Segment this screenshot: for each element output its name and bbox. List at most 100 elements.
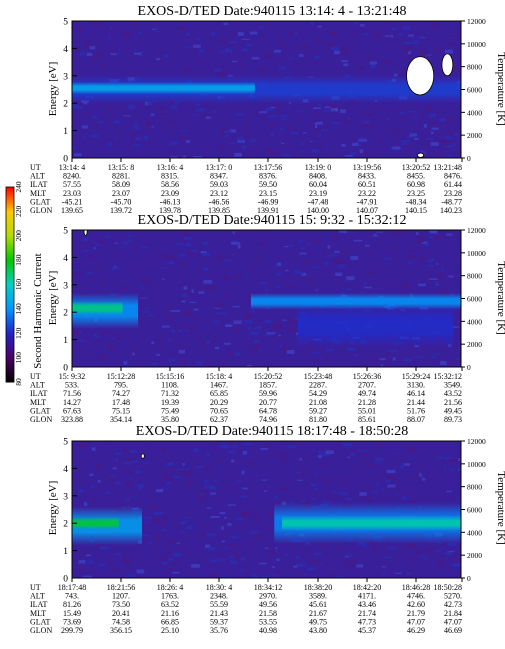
- table-cell: 59.37: [210, 617, 228, 626]
- table-row-label: GLAT: [30, 197, 51, 206]
- table-row-label: GLON: [30, 206, 52, 215]
- panel-1-band-2: [72, 81, 255, 95]
- y2-tick-label: 0: [467, 154, 471, 163]
- table-cell: 20.77: [259, 398, 277, 407]
- table-cell: 21.56: [444, 398, 462, 407]
- table-cell: 47.07: [407, 617, 425, 626]
- table-cell: 2348.: [210, 592, 228, 601]
- table-row-label: ALT: [30, 592, 45, 601]
- table-cell: 74.58: [112, 617, 130, 626]
- colorbar-tick-label: 80: [14, 378, 23, 386]
- table-cell: 21.84: [444, 609, 462, 618]
- table-cell: 45.61: [309, 600, 327, 609]
- panel-2-y-axis-label: Energy [eV]: [47, 271, 59, 325]
- table-cell: 18:26: 4: [157, 583, 183, 592]
- table-row-label: UT: [30, 583, 41, 592]
- table-cell: 8455.: [407, 172, 425, 181]
- table-row-label: ILAT: [30, 600, 47, 609]
- table-cell: 139.72: [110, 206, 132, 215]
- table-cell: -46.56: [209, 197, 230, 206]
- table-cell: 59.27: [309, 406, 327, 415]
- table-cell: 15.49: [63, 609, 81, 618]
- y2-tick-label: 6000: [467, 506, 482, 515]
- table-cell: 15: 9:32: [59, 372, 85, 381]
- table-row-label: UT: [30, 163, 41, 172]
- table-cell: 75.15: [112, 406, 130, 415]
- table-cell: 63.52: [161, 600, 179, 609]
- table-cell: 20.29: [210, 398, 228, 407]
- colorbar-segment: [6, 235, 14, 261]
- table-cell: 3589.: [309, 592, 327, 601]
- table-cell: 15:12:28: [107, 372, 135, 381]
- y-tick-label: 5: [63, 438, 68, 448]
- table-cell: 71.56: [63, 389, 81, 398]
- table-cell: 75.49: [161, 406, 179, 415]
- table-cell: 15:32:12: [434, 372, 462, 381]
- table-cell: 4171.: [358, 592, 376, 601]
- y-tick-label: 3: [63, 492, 68, 502]
- table-row-label: MLT: [30, 189, 46, 198]
- colorbar-scale: [5, 186, 15, 383]
- table-cell: 65.85: [210, 389, 228, 398]
- table-cell: 8240.: [63, 172, 81, 181]
- table-cell: 59.96: [259, 389, 277, 398]
- panel-1-y-axis-label: Energy [eV]: [47, 62, 59, 116]
- table-cell: 46.29: [407, 626, 425, 635]
- table-cell: 18:21:56: [107, 583, 135, 592]
- table-cell: -45.21: [62, 197, 83, 206]
- table-cell: 21.28: [358, 398, 376, 407]
- table-cell: 21.79: [407, 609, 425, 618]
- table-cell: 743.: [65, 592, 79, 601]
- y2-tick-label: 10000: [467, 249, 486, 258]
- y2-tick-label: 2000: [467, 551, 482, 560]
- y2-tick-label: 12000: [467, 226, 486, 235]
- table-cell: 35.76: [210, 626, 228, 635]
- table-cell: 15:29:24: [402, 372, 430, 381]
- table-cell: 58.56: [161, 180, 179, 189]
- table-cell: -46.99: [258, 197, 279, 206]
- y-tick-label: 0: [63, 575, 68, 585]
- y-tick-label: 2: [63, 100, 68, 110]
- table-cell: 47.07: [444, 617, 462, 626]
- y2-tick-label: 12000: [467, 437, 486, 446]
- table-cell: 1857.: [259, 381, 277, 390]
- table-cell: 25.10: [161, 626, 179, 635]
- table-row-label: MLT: [30, 398, 46, 407]
- panel-3-band-3: [282, 515, 461, 531]
- table-row-label: ALT: [30, 172, 45, 181]
- table-cell: 15:26:36: [353, 372, 381, 381]
- y2-tick-label: 2000: [467, 131, 482, 140]
- table-cell: 8433.: [358, 172, 376, 181]
- table-cell: 2707.: [358, 381, 376, 390]
- table-cell: 13:17:56: [254, 163, 282, 172]
- table-cell: 61.44: [444, 180, 462, 189]
- panel-2: EXOS-D/TED Date:940115 15: 9:32 - 15:32:…: [30, 213, 505, 424]
- y2-tick-label: 4000: [467, 317, 482, 326]
- table-cell: 43.46: [358, 600, 376, 609]
- table-cell: 81.80: [309, 415, 327, 424]
- panel-2-band-4: [72, 301, 123, 315]
- y-tick-label: 4: [63, 45, 68, 55]
- y-tick-label: 1: [63, 547, 68, 557]
- y-tick-label: 1: [63, 127, 68, 137]
- y-tick-label: 5: [63, 18, 68, 28]
- table-cell: 60.51: [358, 180, 376, 189]
- table-cell: 1207.: [112, 592, 130, 601]
- table-cell: 140.07: [356, 206, 378, 215]
- table-cell: 3130.: [407, 381, 425, 390]
- table-cell: 795.: [114, 381, 128, 390]
- y2-tick-label: 10000: [467, 460, 486, 469]
- table-cell: 13:17: 0: [206, 163, 232, 172]
- y-tick-label: 2: [63, 309, 68, 319]
- panel-2-title: EXOS-D/TED Date:940115 15: 9:32 - 15:32:…: [138, 213, 407, 228]
- colorbar-tick-label: 160: [14, 279, 23, 291]
- table-cell: 1763.: [161, 592, 179, 601]
- table-cell: 18:34:12: [254, 583, 282, 592]
- panel-2-y2-axis-label: Temperature [K]: [495, 261, 505, 334]
- y-tick-label: 0: [63, 364, 68, 374]
- table-cell: 18:50:28: [434, 583, 462, 592]
- table-cell: -47.91: [357, 197, 378, 206]
- y-tick-label: 0: [63, 155, 68, 165]
- colorbar-tick-label: 240: [14, 181, 23, 193]
